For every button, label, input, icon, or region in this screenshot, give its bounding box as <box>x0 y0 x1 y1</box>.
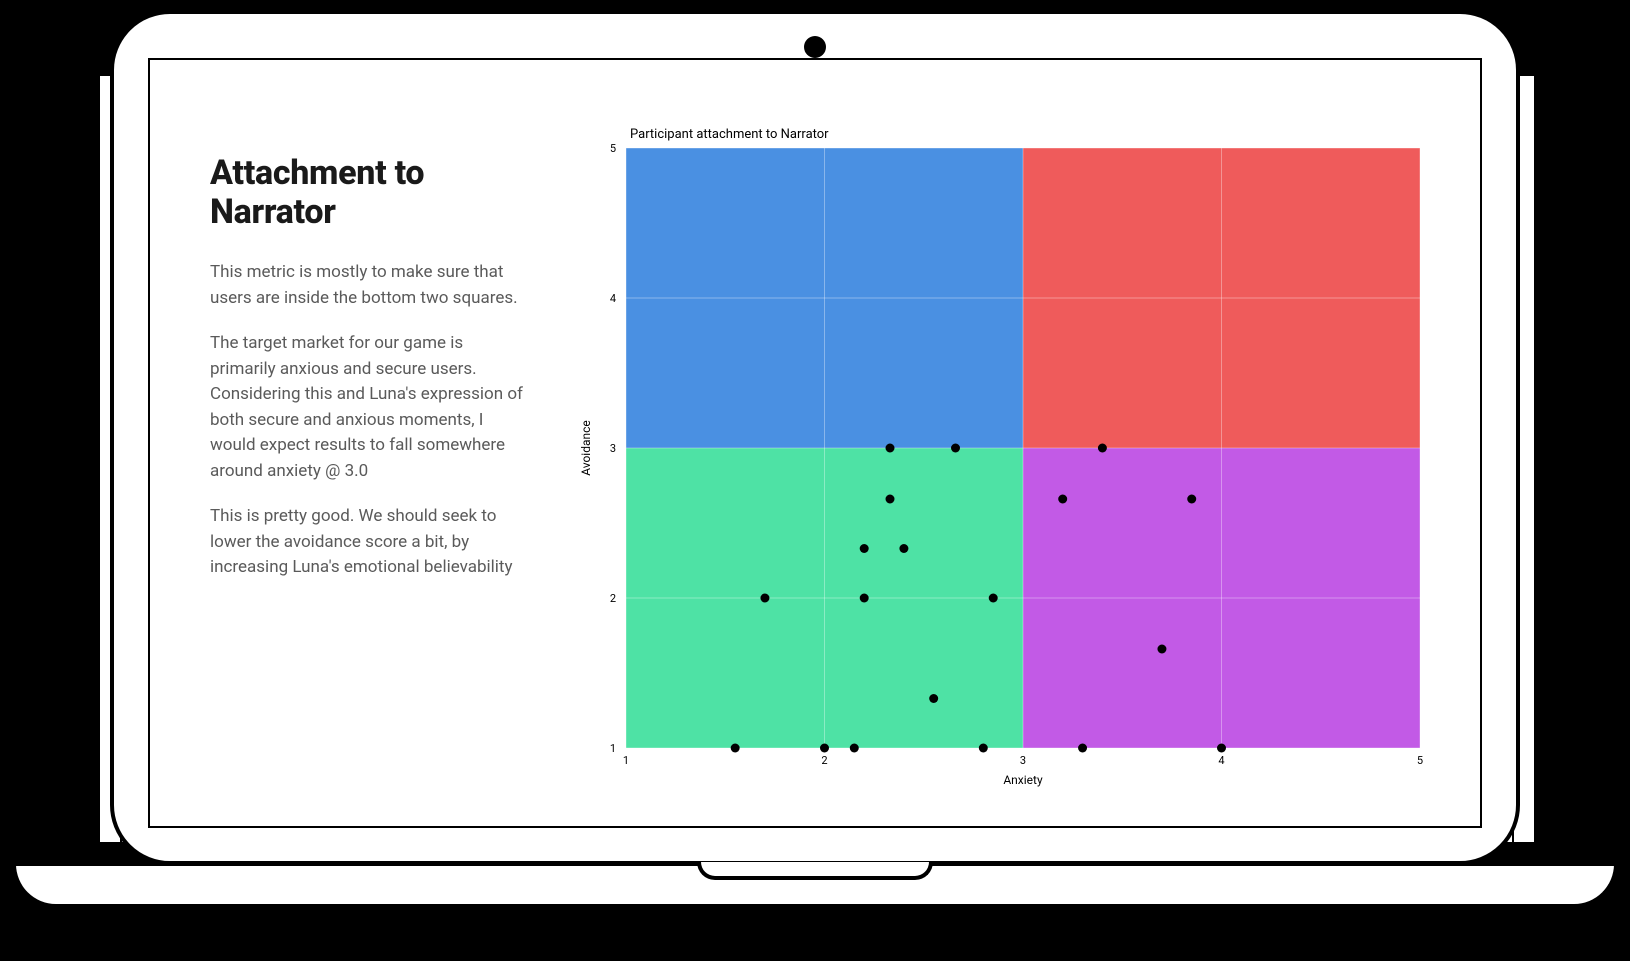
y-tick-label: 4 <box>610 292 616 305</box>
text-column: Attachment to Narrator This metric is mo… <box>210 120 530 796</box>
scatter-point <box>886 495 895 504</box>
scatter-point <box>760 594 769 603</box>
x-tick-label: 3 <box>1020 754 1026 767</box>
scatter-point <box>929 694 938 703</box>
scatter-point <box>951 444 960 453</box>
x-tick-label: 2 <box>821 754 827 767</box>
scatter-point <box>1058 495 1067 504</box>
body-paragraph-2: The target market for our game is primar… <box>210 331 530 484</box>
scatter-point <box>1098 444 1107 453</box>
scatter-point <box>820 744 829 753</box>
x-tick-label: 5 <box>1417 754 1423 767</box>
scatter-point <box>860 594 869 603</box>
laptop-base <box>12 862 1618 908</box>
x-axis-label: Anxiety <box>1003 773 1043 787</box>
body-paragraph-3: This is pretty good. We should seek to l… <box>210 504 530 581</box>
scatter-point <box>979 744 988 753</box>
camera-dot <box>804 36 826 58</box>
chart-container: 1 2 3 4 5 1 2 3 4 5 Anxiety Avoidance Participant at… <box>570 120 1440 796</box>
x-tick-label: 4 <box>1218 754 1224 767</box>
y-tick-label: 5 <box>610 142 616 155</box>
scatter-point <box>1157 645 1166 654</box>
screen: Attachment to Narrator This metric is mo… <box>148 58 1482 828</box>
scatter-point <box>899 544 908 553</box>
scatter-point <box>731 744 740 753</box>
y-tick-label: 1 <box>610 742 616 755</box>
y-tick-label: 2 <box>610 592 616 605</box>
body-paragraph-1: This metric is mostly to make sure that … <box>210 260 530 311</box>
scatter-point <box>1078 744 1087 753</box>
scatter-point <box>1217 744 1226 753</box>
page-title: Attachment to Narrator <box>210 154 530 232</box>
stage: Attachment to Narrator This metric is mo… <box>0 0 1630 961</box>
x-tick-label: 1 <box>623 754 629 767</box>
trackpad-notch <box>697 862 933 880</box>
attachment-chart: 1 2 3 4 5 1 2 3 4 5 Anxiety Avoidance Participant at… <box>570 120 1440 796</box>
chart-title: Participant attachment to Narrator <box>630 127 829 142</box>
scatter-point <box>989 594 998 603</box>
scatter-point <box>860 544 869 553</box>
scatter-point <box>850 744 859 753</box>
y-tick-label: 3 <box>610 442 616 455</box>
scatter-point <box>1187 495 1196 504</box>
y-axis-label: Avoidance <box>579 420 593 476</box>
scatter-point <box>886 444 895 453</box>
